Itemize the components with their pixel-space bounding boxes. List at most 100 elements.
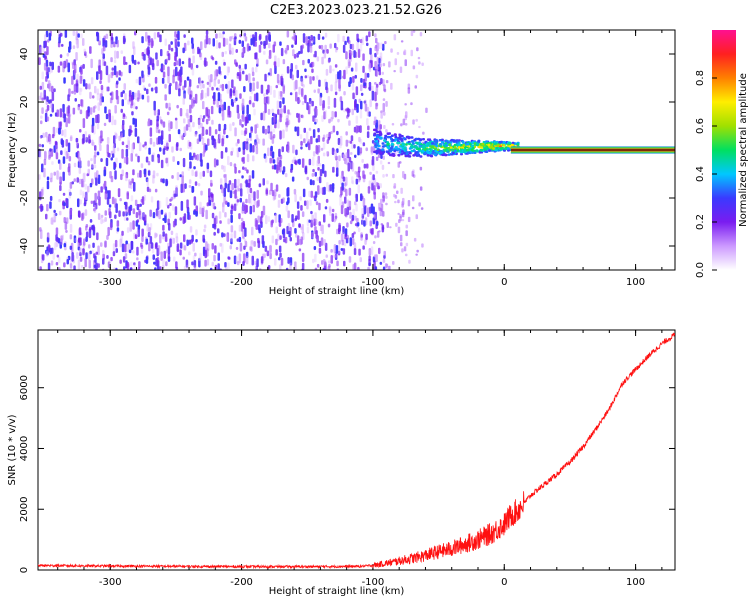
- noise-speck: [225, 134, 229, 139]
- noise-speck: [280, 218, 283, 224]
- noise-speck: [141, 36, 144, 44]
- noise-speck: [174, 206, 178, 216]
- noise-speck: [75, 52, 78, 61]
- noise-speck: [44, 151, 47, 159]
- noise-speck: [191, 155, 194, 161]
- noise-speck: [153, 261, 156, 265]
- noise-speck: [162, 231, 165, 237]
- noise-speck: [184, 80, 187, 88]
- noise-speck: [357, 48, 361, 58]
- noise-speck: [133, 264, 136, 270]
- noise-speck: [244, 167, 247, 171]
- noise-speck: [175, 66, 178, 77]
- noise-speck: [255, 92, 259, 102]
- noise-speck: [143, 87, 147, 91]
- noise-speck: [365, 147, 368, 152]
- noise-speck: [290, 168, 293, 173]
- noise-speck: [188, 79, 192, 88]
- noise-speck: [267, 108, 271, 115]
- noise-speck: [39, 266, 42, 270]
- noise-speck: [91, 139, 94, 146]
- noise-speck: [295, 79, 298, 90]
- noise-speck: [205, 209, 208, 220]
- noise-speck: [293, 81, 297, 91]
- noise-speck: [80, 65, 83, 75]
- noise-speck: [61, 129, 64, 136]
- noise-speck: [128, 208, 131, 214]
- noise-speck: [199, 52, 202, 58]
- noise-speck: [242, 220, 245, 229]
- noise-speck: [99, 144, 102, 152]
- noise-speck: [183, 234, 186, 243]
- noise-speck: [106, 197, 110, 205]
- noise-speck: [354, 201, 357, 206]
- noise-speck: [335, 245, 339, 254]
- signal-speck: [508, 141, 512, 145]
- noise-speck: [96, 32, 100, 42]
- noise-speck: [71, 252, 74, 262]
- noise-speck: [162, 64, 165, 71]
- noise-speck: [158, 210, 161, 220]
- noise-speck: [115, 248, 118, 253]
- sparse-speck: [404, 59, 407, 67]
- noise-speck: [90, 200, 94, 205]
- signal-speck: [461, 140, 465, 144]
- noise-speck: [91, 124, 94, 133]
- noise-speck: [245, 251, 249, 259]
- noise-speck: [150, 87, 154, 92]
- noise-speck: [196, 85, 200, 89]
- noise-speck: [68, 188, 71, 199]
- noise-speck: [139, 214, 142, 221]
- signal-speck: [405, 135, 409, 139]
- noise-speck: [58, 127, 61, 135]
- signal-speck: [426, 154, 430, 157]
- noise-speck: [375, 156, 379, 161]
- signal-speck: [495, 146, 499, 150]
- noise-speck: [71, 90, 74, 94]
- noise-speck: [180, 183, 183, 194]
- noise-speck: [329, 209, 332, 216]
- noise-speck: [83, 202, 87, 207]
- noise-speck: [253, 200, 257, 206]
- noise-speck: [157, 109, 160, 116]
- noise-speck: [249, 137, 253, 142]
- sparse-speck: [383, 88, 387, 93]
- sparse-speck: [373, 254, 377, 258]
- noise-speck: [234, 178, 237, 189]
- noise-speck: [92, 95, 95, 99]
- noise-speck: [233, 163, 237, 168]
- noise-speck: [128, 249, 132, 254]
- noise-speck: [116, 50, 119, 59]
- noise-speck: [325, 198, 329, 203]
- noise-speck: [166, 146, 169, 150]
- noise-speck: [313, 246, 317, 251]
- sparse-speck: [392, 174, 395, 179]
- noise-speck: [339, 96, 343, 101]
- noise-speck: [345, 66, 348, 75]
- noise-speck: [197, 117, 201, 126]
- signal-speck: [453, 146, 457, 149]
- noise-speck: [189, 152, 192, 161]
- noise-speck: [339, 135, 343, 146]
- noise-speck: [331, 208, 335, 213]
- noise-speck: [252, 82, 255, 92]
- noise-speck: [56, 127, 59, 134]
- sparse-speck: [394, 194, 398, 199]
- noise-speck: [82, 79, 86, 87]
- noise-speck: [70, 242, 74, 253]
- noise-speck: [51, 61, 54, 71]
- noise-speck: [137, 224, 141, 230]
- noise-speck: [329, 184, 332, 192]
- noise-speck: [152, 254, 155, 260]
- noise-speck: [179, 174, 182, 178]
- snr-x-tick-label: -300: [99, 577, 122, 588]
- noise-speck: [271, 151, 275, 159]
- sparse-speck: [396, 190, 399, 194]
- signal-speck: [480, 146, 484, 149]
- noise-speck: [59, 162, 62, 170]
- sparse-speck: [394, 58, 397, 66]
- noise-speck: [309, 199, 312, 206]
- noise-speck: [287, 119, 291, 125]
- noise-speck: [183, 245, 187, 251]
- noise-speck: [79, 129, 82, 133]
